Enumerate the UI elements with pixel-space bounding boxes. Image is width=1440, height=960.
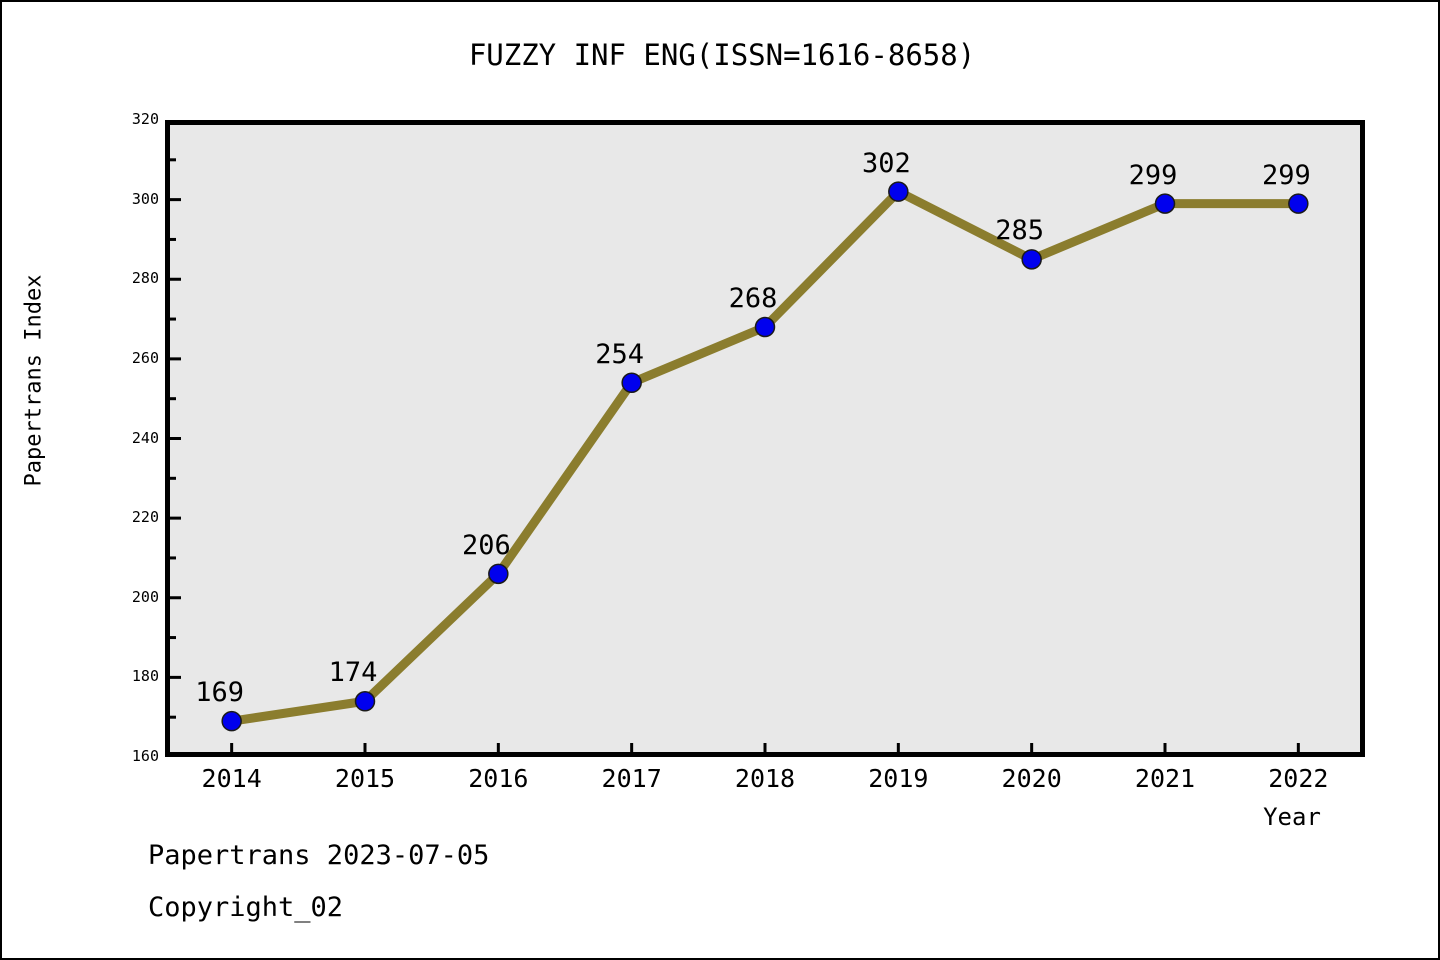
y-tick-label: 220 <box>131 508 159 527</box>
data-point-marker[interactable] <box>1154 193 1176 214</box>
data-point-marker[interactable] <box>488 563 509 585</box>
plot-area-background <box>165 120 1365 757</box>
y-axis-tick-labels: 160 180 200 220 240 260 280 300 320 <box>107 112 159 764</box>
x-tick-label: 2018 <box>734 764 796 793</box>
data-point-marker[interactable] <box>1288 193 1309 214</box>
data-point-label: 206 <box>461 529 511 561</box>
data-point-marker[interactable] <box>354 691 376 712</box>
plot-inner: 169 174 206 254 268 302 285 299 299 <box>165 120 1365 757</box>
y-tick-label: 200 <box>131 587 159 606</box>
data-point-label: 299 <box>1128 159 1178 191</box>
footer-date: Papertrans 2023-07-05 <box>148 840 490 871</box>
line-chart-svg <box>165 158 1309 757</box>
y-tick-label: 260 <box>131 348 159 367</box>
data-point-marker[interactable] <box>754 316 776 338</box>
data-line <box>227 187 1303 726</box>
x-tick-label: 2019 <box>868 764 929 793</box>
x-tick-label: 2015 <box>334 764 396 793</box>
y-tick-label: 180 <box>131 667 159 686</box>
x-tick-label: 2021 <box>1134 764 1196 793</box>
y-axis-title: Papertrans Index <box>21 274 47 487</box>
data-point-label: 299 <box>1261 159 1311 191</box>
data-point-marker[interactable] <box>621 372 642 394</box>
x-tick-label: 2016 <box>468 764 529 793</box>
y-tick-label: 240 <box>131 428 159 447</box>
y-tick-label: 300 <box>131 189 159 208</box>
data-point-label: 302 <box>861 147 911 179</box>
x-tick-label: 2017 <box>601 764 662 793</box>
data-point-marker[interactable] <box>221 710 242 732</box>
data-point-label: 169 <box>195 677 245 709</box>
data-point-marker[interactable] <box>888 181 909 202</box>
y-tick-label: 280 <box>131 269 159 288</box>
x-axis-tick-labels: 2014 2015 2016 2017 2018 2019 2020 2021 2022 <box>165 764 1365 798</box>
x-axis-title: Year <box>1263 803 1321 831</box>
y-tick-label: 320 <box>131 110 159 128</box>
x-tick-label: 2022 <box>1268 764 1329 793</box>
y-tick-label: 160 <box>131 747 159 765</box>
data-point-label: 268 <box>728 283 778 315</box>
x-tick-label: 2020 <box>1001 764 1062 793</box>
x-tick-label: 2014 <box>201 764 262 793</box>
data-point-label: 285 <box>995 215 1045 247</box>
data-point-label: 174 <box>328 657 378 689</box>
data-point-marker[interactable] <box>1021 249 1042 270</box>
data-point-label: 254 <box>595 338 645 370</box>
footer-copyright: Copyright_02 <box>148 892 344 923</box>
chart-title: FUZZY INF ENG(ISSN=1616-8658) <box>468 38 976 72</box>
